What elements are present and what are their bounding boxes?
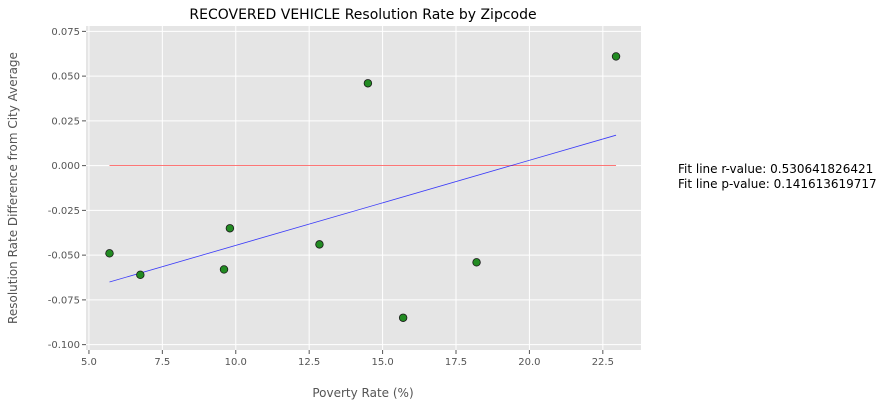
- data-point: [219, 265, 229, 274]
- chart-title: RECOVERED VEHICLE Resolution Rate by Zip…: [189, 7, 536, 23]
- data-point: [472, 258, 481, 267]
- x-tick-label: 22.5: [592, 357, 614, 368]
- reference-lines: [109, 134, 617, 283]
- y-axis-label: Resolution Rate Difference from City Ave…: [6, 52, 20, 324]
- y-axis-ticks: -0.100 -0.075 -0.050 -0.025 0.000 0.025 0.050 0…: [48, 27, 86, 351]
- data-point: [398, 313, 408, 322]
- y-tick-label: -0.100: [48, 340, 80, 351]
- x-tick-label: 17.5: [445, 357, 467, 368]
- y-tick-label: -0.075: [48, 295, 80, 306]
- y-tick-label: 0.025: [51, 116, 80, 127]
- x-axis-ticks: 5.0 7.5 10.0 12.5 15.0 17.5 20.0 22.5: [81, 350, 614, 368]
- x-tick-label: 15.0: [371, 357, 393, 368]
- data-point: [315, 240, 324, 249]
- y-tick-label: -0.025: [48, 206, 80, 217]
- y-tick-label: 0.050: [51, 72, 80, 83]
- x-tick-label: 7.5: [154, 357, 170, 368]
- plot-area: [86, 26, 641, 350]
- fit-line: [109, 134, 617, 283]
- data-points: [105, 52, 621, 322]
- x-tick-label: 10.0: [225, 357, 247, 368]
- fit-r-value: Fit line r-value: 0.530641826421: [678, 162, 874, 176]
- y-tick-label: 0.075: [51, 27, 80, 38]
- y-tick-label: -0.050: [48, 251, 80, 262]
- y-tick-label: 0.000: [51, 161, 80, 172]
- x-tick-label: 5.0: [81, 357, 97, 368]
- data-point: [136, 270, 145, 280]
- fit-annotation: Fit line r-value: 0.530641826421 Fit lin…: [678, 162, 877, 192]
- data-point: [363, 79, 373, 88]
- x-axis-label: Poverty Rate (%): [312, 386, 413, 400]
- fit-p-value: Fit line p-value: 0.141613619717: [678, 177, 877, 191]
- data-point: [611, 52, 621, 61]
- data-point: [105, 249, 114, 258]
- data-point: [225, 224, 235, 233]
- x-tick-label: 20.0: [518, 357, 540, 368]
- x-tick-label: 12.5: [298, 357, 320, 368]
